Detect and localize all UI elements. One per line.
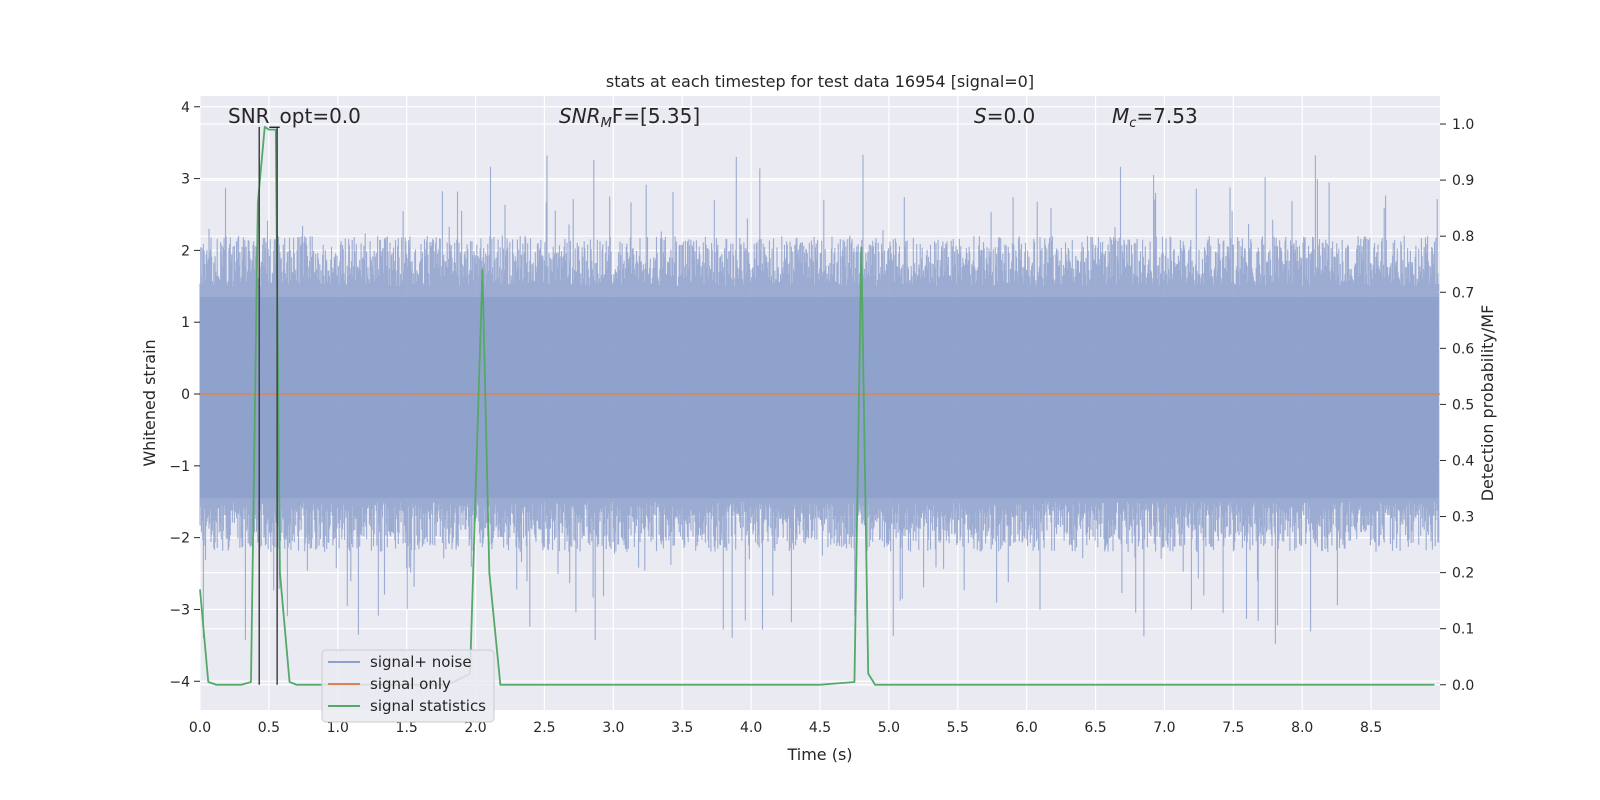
legend-label-signal-noise: signal+ noise bbox=[370, 653, 472, 671]
annotation-mc-main: M bbox=[1112, 104, 1129, 128]
annotation-snr-mf: SNRMF=[5.35] bbox=[559, 104, 700, 131]
annotation-mc-rest: =7.53 bbox=[1136, 104, 1197, 128]
x-tick-label: 6.5 bbox=[1084, 720, 1106, 736]
y-right-tick-label: 0.1 bbox=[1452, 622, 1474, 638]
annotation-snr-mf-rest: F=[5.35] bbox=[612, 104, 700, 128]
y-tick-label: −1 bbox=[169, 459, 190, 475]
x-tick-label: 8.0 bbox=[1291, 720, 1313, 736]
x-tick-label: 4.0 bbox=[740, 720, 762, 736]
y-right-tick-label: 0.4 bbox=[1452, 453, 1474, 469]
signal-noise-core bbox=[200, 297, 1439, 499]
y-right-tick-label: 0.3 bbox=[1452, 510, 1474, 526]
y-tick-label: −4 bbox=[169, 674, 190, 690]
markers-layer bbox=[258, 126, 278, 685]
annotation-snr-opt: SNR_opt=0.0 bbox=[228, 104, 361, 128]
x-tick-label: 5.0 bbox=[878, 720, 900, 736]
x-tick-label: 3.0 bbox=[602, 720, 624, 736]
y-right-tick-label: 0.7 bbox=[1452, 285, 1474, 301]
y-right-tick-label: 0.8 bbox=[1452, 229, 1474, 245]
y-right-tick-label: 0.6 bbox=[1452, 341, 1474, 357]
legend-label-signal-statistics: signal statistics bbox=[370, 697, 486, 715]
y-axis-label: Whitened strain bbox=[140, 339, 159, 466]
legend-box bbox=[321, 649, 495, 723]
y-tick-label: 0 bbox=[181, 387, 190, 403]
x-tick-label: 1.5 bbox=[396, 720, 418, 736]
x-tick-label: 2.0 bbox=[464, 720, 486, 736]
x-tick-label: 5.5 bbox=[947, 720, 969, 736]
annotation-s-rest: =0.0 bbox=[987, 104, 1036, 128]
y-right-tick-label: 0.0 bbox=[1452, 678, 1474, 694]
x-tick-label: 0.0 bbox=[189, 720, 211, 736]
x-tick-label: 4.5 bbox=[809, 720, 831, 736]
x-axis-label: Time (s) bbox=[786, 745, 852, 764]
y-right-tick-label: 0.9 bbox=[1452, 173, 1474, 189]
annotation-mc-sub: c bbox=[1129, 116, 1136, 131]
annotation-snr-mf-sub: M bbox=[601, 116, 612, 131]
y-axis-right-label: Detection probability/MF bbox=[1478, 305, 1497, 502]
signal-noise-series bbox=[199, 154, 1440, 644]
x-tick-label: 2.5 bbox=[533, 720, 555, 736]
x-tick-label: 0.5 bbox=[258, 720, 280, 736]
x-tick-label: 6.0 bbox=[1016, 720, 1038, 736]
x-tick-label: 3.5 bbox=[671, 720, 693, 736]
x-tick-label: 7.5 bbox=[1222, 720, 1244, 736]
y-right-tick-label: 1.0 bbox=[1452, 117, 1474, 133]
y-tick-label: 2 bbox=[181, 243, 190, 259]
y-tick-label: −2 bbox=[169, 531, 190, 547]
x-tick-label: 1.0 bbox=[327, 720, 349, 736]
y-tick-label: 3 bbox=[181, 172, 190, 188]
annotation-mc: Mc=7.53 bbox=[1112, 104, 1198, 131]
annotation-s-main: S bbox=[974, 104, 987, 128]
chart-title: stats at each timestep for test data 169… bbox=[606, 72, 1034, 91]
y-right-tick-label: 0.5 bbox=[1452, 397, 1474, 413]
annotation-snr-mf-main: SNR bbox=[559, 104, 601, 128]
x-tick-label: 8.5 bbox=[1360, 720, 1382, 736]
y-tick-label: 1 bbox=[181, 315, 190, 331]
legend-label-signal-only: signal only bbox=[370, 675, 451, 693]
annotation-s: S=0.0 bbox=[974, 104, 1035, 128]
y-right-tick-label: 0.2 bbox=[1452, 566, 1474, 582]
legend: signal+ noise signal only signal statist… bbox=[321, 649, 495, 723]
ticks-layer: 0.0 0.5 1.0 1.5 2.0 2.5 3.0 3.5 4.0 4.5 5.0 5.5 6.0 6… bbox=[169, 100, 1474, 736]
y-tick-label: 4 bbox=[181, 100, 190, 116]
y-tick-label: −3 bbox=[169, 602, 190, 618]
x-tick-label: 7.0 bbox=[1153, 720, 1175, 736]
